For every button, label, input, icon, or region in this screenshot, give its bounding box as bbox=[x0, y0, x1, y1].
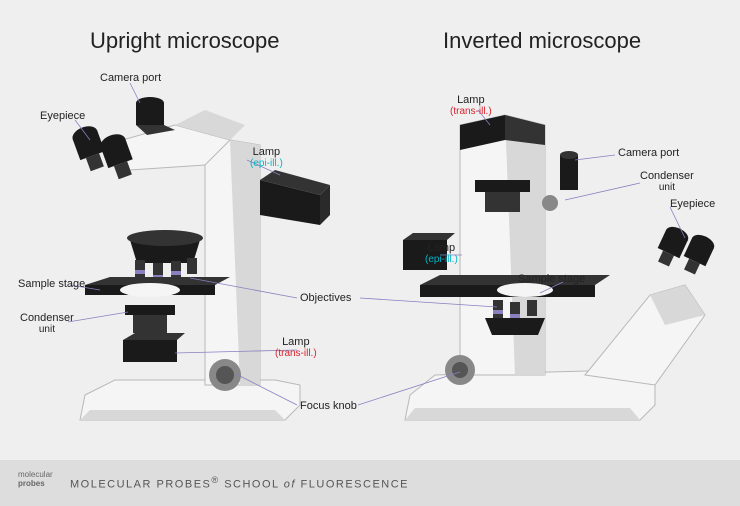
label-stage-i: Sample stage bbox=[518, 273, 585, 285]
label-eyepiece-u: Eyepiece bbox=[40, 110, 85, 122]
label-camera-port-u: Camera port bbox=[100, 72, 161, 84]
label-eyepiece-i: Eyepiece bbox=[670, 198, 715, 210]
label-condenser-u: Condenserunit bbox=[20, 312, 74, 336]
label-condenser-i: Condenserunit bbox=[640, 170, 694, 194]
label-objectives: Objectives bbox=[300, 292, 351, 304]
footer-text: MOLECULAR PROBES® SCHOOL of FLUORESCENCE bbox=[70, 475, 409, 491]
inverted-microscope-svg bbox=[0, 0, 740, 460]
footer-logo-icon: molecularprobes bbox=[18, 470, 53, 488]
diagram-canvas: Upright microscope Inverted microscope bbox=[0, 0, 740, 460]
footer: molecularprobes MOLECULAR PROBES® SCHOOL… bbox=[0, 460, 740, 506]
label-camera-port-i: Camera port bbox=[618, 147, 679, 159]
label-lamp-trans-i: Lamp(trans-ill.) bbox=[450, 94, 492, 118]
label-lamp-epi-u: Lamp(epi-ill.) bbox=[250, 146, 283, 170]
label-lamp-trans-u: Lamp(trans-ill.) bbox=[275, 336, 317, 360]
label-lamp-epi-i: Lamp(epi-ill.) bbox=[425, 242, 458, 266]
label-stage-u: Sample stage bbox=[18, 278, 85, 290]
label-focus: Focus knob bbox=[300, 400, 357, 412]
